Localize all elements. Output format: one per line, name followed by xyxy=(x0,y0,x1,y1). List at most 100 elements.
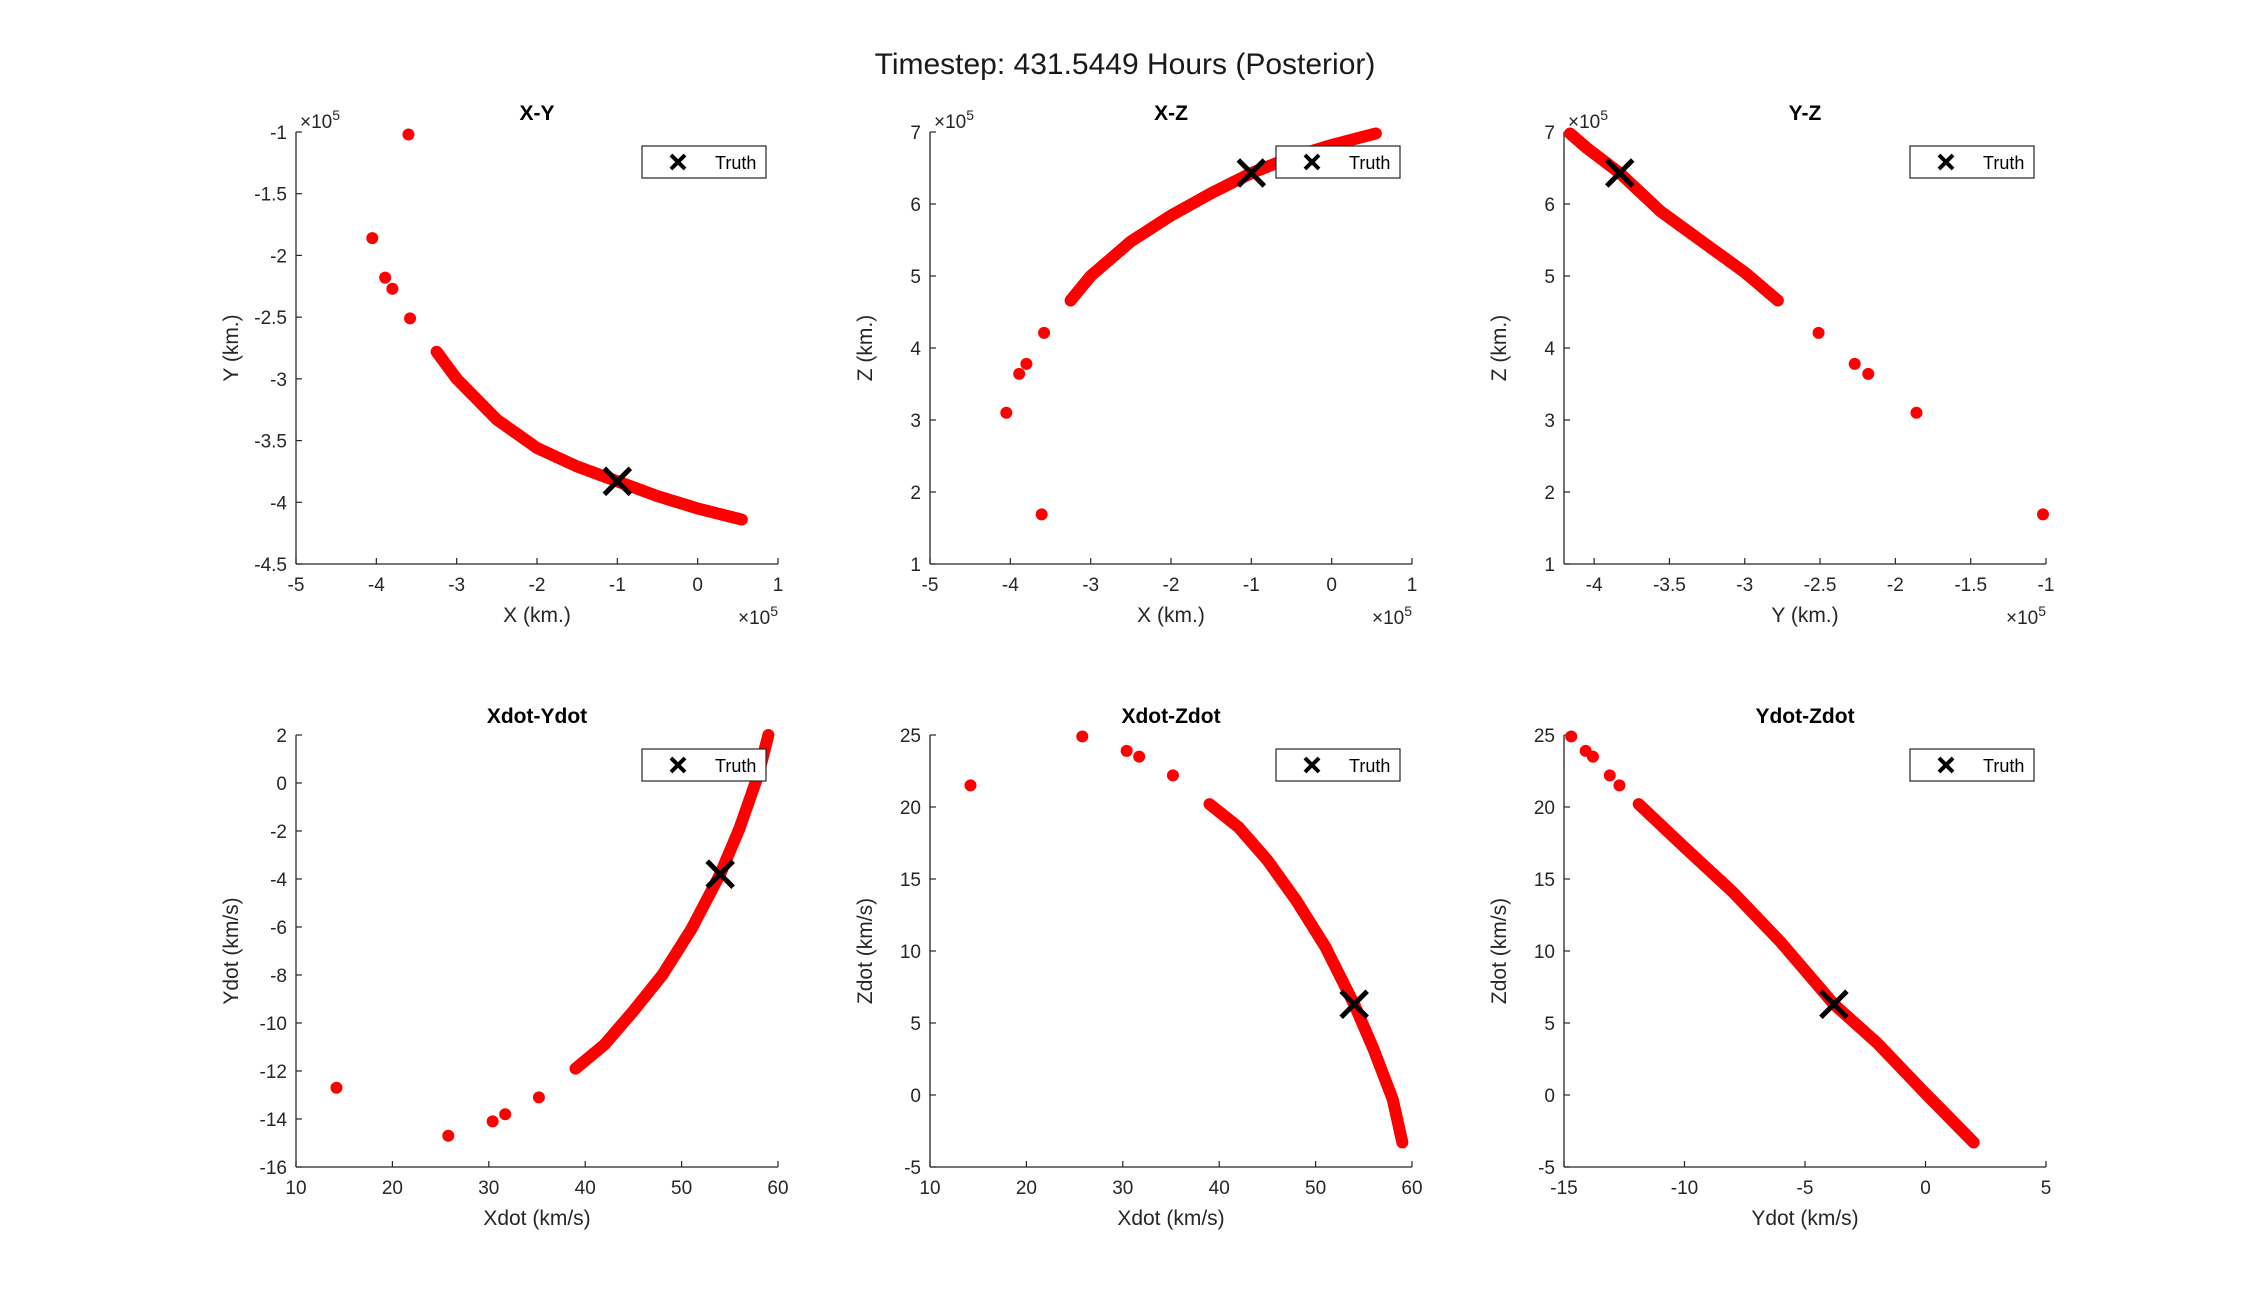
particle-point xyxy=(1564,127,1577,140)
subplot-x-y: -5 -4 -3 -2 -1 0 1 -4.5 -4 -3.5 -3 -2.5 -2 -1.5 -1 ×105… xyxy=(220,102,783,629)
x-tick-label: 60 xyxy=(767,1178,788,1199)
axis-exponent-label: ×105 xyxy=(2006,603,2046,629)
y-tick-label: 5 xyxy=(1544,1014,1555,1035)
x-tick-label: -1 xyxy=(1243,575,1260,596)
y-tick-label: 3 xyxy=(910,411,921,432)
subplot-xdot-ydot: 10 20 30 40 50 60 -16 -14 -12 -10 -8 -6 -4 -2 0 2 Xdot (… xyxy=(220,705,789,1230)
y-axis-label: Zdot (km/s) xyxy=(854,898,877,1004)
x-tick-label: -3 xyxy=(448,575,465,596)
particle-point xyxy=(1862,367,1875,380)
particle-point xyxy=(330,1081,343,1094)
x-tick-label: 20 xyxy=(1016,1178,1037,1199)
x-tick-label: 10 xyxy=(285,1178,306,1199)
y-tick-label: -3 xyxy=(270,370,287,391)
legend-box xyxy=(1909,748,2035,782)
subplot-title: Xdot-Ydot xyxy=(487,705,587,728)
truth-marker xyxy=(705,859,735,889)
x-axis-label: Y (km.) xyxy=(1771,604,1838,627)
legend: Truth xyxy=(1275,748,1401,782)
legend-label: Truth xyxy=(1983,153,2024,173)
x-axis-label: Xdot (km/s) xyxy=(1117,1207,1224,1230)
y-tick-label: 20 xyxy=(1534,798,1555,819)
x-tick-label: -2 xyxy=(1887,575,1904,596)
point-cloud xyxy=(964,730,1409,1149)
legend: Truth xyxy=(641,748,767,782)
y-tick-label: 6 xyxy=(910,195,921,216)
legend-marker xyxy=(1937,756,1955,774)
x-tick-label: 60 xyxy=(1401,1178,1422,1199)
x-axis-label: X (km.) xyxy=(1137,604,1205,627)
subplot-title: X-Y xyxy=(519,102,554,125)
truth-marker xyxy=(1236,158,1267,188)
x-tick-label: 5 xyxy=(2041,1178,2052,1199)
legend-marker xyxy=(1937,153,1955,171)
particle-point xyxy=(1603,769,1616,782)
legend-label: Truth xyxy=(1349,756,1390,776)
particle-point xyxy=(1848,357,1861,370)
particle-point xyxy=(735,513,748,526)
x-tick-label: -5 xyxy=(288,575,305,596)
y-tick-label: 6 xyxy=(1544,195,1555,216)
y-axis-label: Ydot (km/s) xyxy=(220,897,243,1004)
legend-label: Truth xyxy=(715,756,756,776)
y-axis-label: Y (km.) xyxy=(220,314,243,381)
particle-point xyxy=(499,1108,512,1121)
y-tick-label: 10 xyxy=(900,942,921,963)
y-tick-label: -6 xyxy=(270,918,287,939)
particle-point xyxy=(486,1115,499,1128)
legend-box xyxy=(641,145,767,179)
truth-marker-stroke xyxy=(1236,158,1267,188)
truth-marker-stroke xyxy=(1604,158,1635,188)
y-tick-label: 0 xyxy=(910,1086,921,1107)
y-tick-label: 1 xyxy=(910,555,921,576)
particle-point xyxy=(402,128,415,141)
y-tick-label: 25 xyxy=(1534,726,1555,747)
x-tick-label: -2.5 xyxy=(1804,575,1837,596)
y-axis-label: Z (km.) xyxy=(1488,315,1511,381)
y-tick-label: -2 xyxy=(270,246,287,267)
y-tick-label: -16 xyxy=(260,1158,287,1179)
y-tick-label: 2 xyxy=(276,726,287,747)
y-tick-label: 10 xyxy=(1534,942,1555,963)
subplot-title: Ydot-Zdot xyxy=(1755,705,1854,728)
subplot-y-z: -4 -3.5 -3 -2.5 -2 -1.5 -1 1 2 3 4 5 6 7 ×105 ×105 Y (km… xyxy=(1488,102,2054,629)
particle-point xyxy=(1369,127,1382,140)
particle-point xyxy=(1038,326,1051,339)
legend-label: Truth xyxy=(1349,153,1390,173)
x-tick-label: -4 xyxy=(368,575,385,596)
y-tick-label: -4 xyxy=(270,870,287,891)
y-axis-label: Z (km.) xyxy=(854,315,877,381)
particle-point xyxy=(1120,744,1133,757)
legend-box xyxy=(1909,145,2035,179)
point-cloud xyxy=(366,128,748,526)
particle-point xyxy=(366,232,379,245)
x-tick-label: -1.5 xyxy=(1954,575,1987,596)
axis-exponent-label: ×105 xyxy=(738,603,778,629)
x-tick-label: -3.5 xyxy=(1653,575,1686,596)
y-tick-label: -5 xyxy=(1538,1158,1555,1179)
x-tick-label: -4 xyxy=(1586,575,1603,596)
y-tick-label: 1 xyxy=(1544,555,1555,576)
x-tick-label: -4 xyxy=(1002,575,1019,596)
point-cloud xyxy=(1565,730,1980,1149)
legend-marker xyxy=(669,756,687,774)
legend-box xyxy=(641,748,767,782)
x-tick-label: -2 xyxy=(529,575,546,596)
y-tick-label: 2 xyxy=(1544,483,1555,504)
particle-point xyxy=(404,312,417,325)
subplot-ydot-zdot: -15 -10 -5 0 5 -5 0 5 10 15 20 25 Ydot (km/s) Zdot (k… xyxy=(1488,705,2051,1230)
x-tick-label: -3 xyxy=(1736,575,1753,596)
x-tick-label: -5 xyxy=(1797,1178,1814,1199)
particle-point xyxy=(1000,406,1013,419)
x-tick-label: -2 xyxy=(1163,575,1180,596)
y-tick-label: 0 xyxy=(276,774,287,795)
y-tick-label: -8 xyxy=(270,966,287,987)
subplot-title: Xdot-Zdot xyxy=(1121,705,1220,728)
truth-marker-stroke xyxy=(1339,989,1369,1020)
truth-marker xyxy=(1339,989,1369,1020)
particle-point xyxy=(532,1091,545,1104)
x-tick-label: 30 xyxy=(1112,1178,1133,1199)
truth-marker xyxy=(1819,989,1849,1020)
particle-point xyxy=(762,729,775,741)
legend-marker xyxy=(1303,756,1321,774)
